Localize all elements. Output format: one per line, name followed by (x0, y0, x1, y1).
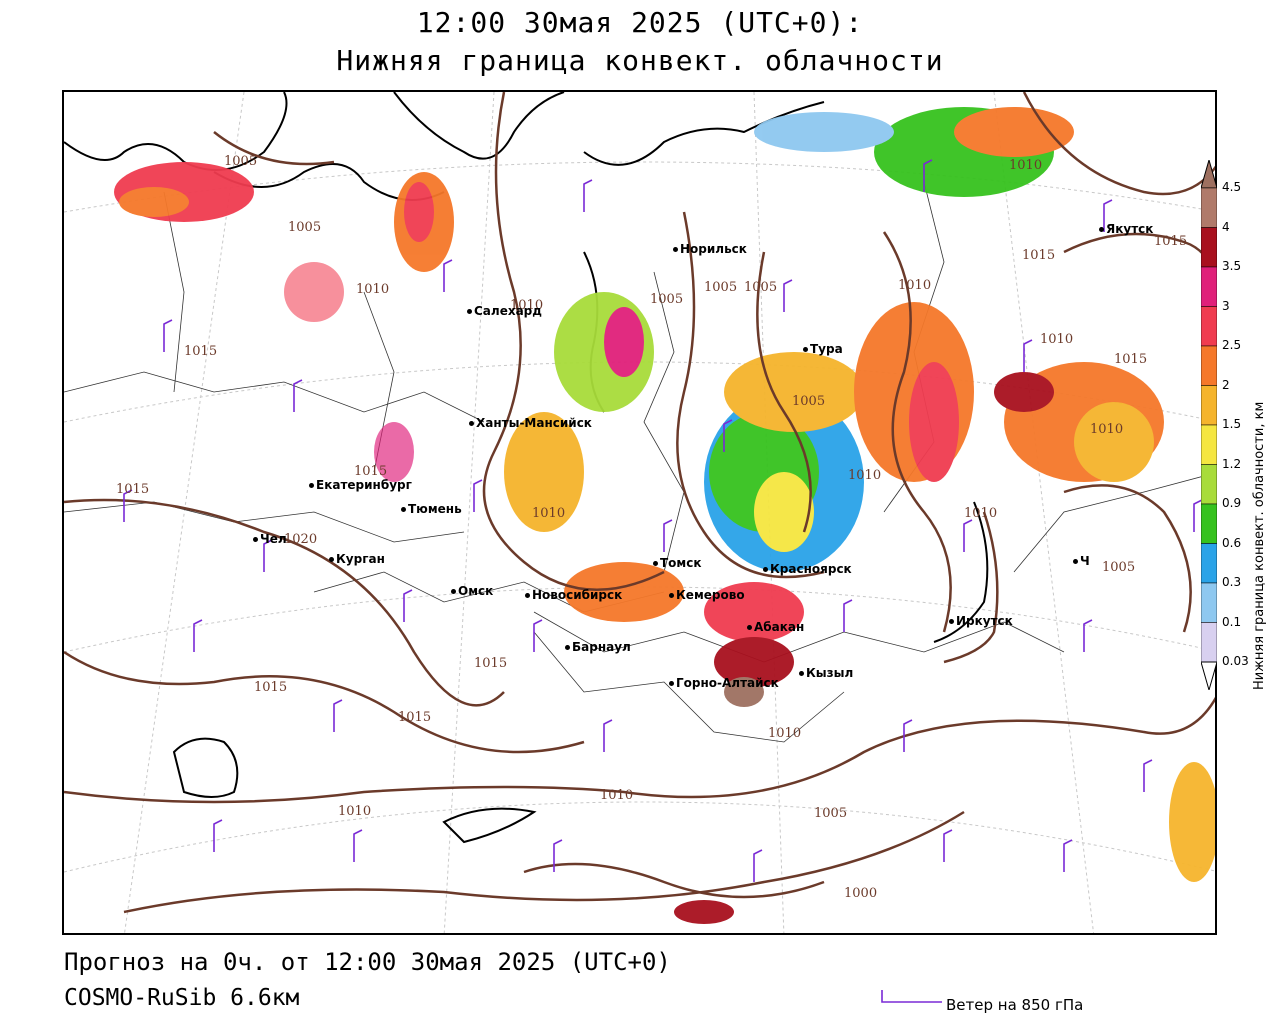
isobar-label: 1010 (600, 788, 634, 803)
city-label: Кемерово (669, 588, 745, 602)
isobar-label: 1015 (116, 482, 150, 497)
colorbar-title: Нижняя граница конвект. облачности, км (1252, 401, 1267, 690)
colorbar-segment (1201, 187, 1217, 228)
city-label: Тура (803, 342, 843, 356)
isobar-label: 1010 (964, 506, 998, 521)
colorbar-segment (1201, 266, 1217, 307)
isobar-label: 1005 (1102, 560, 1136, 575)
isobar-label: 1015 (354, 464, 388, 479)
isobar-label: 1005 (224, 154, 258, 169)
map-subtitle: Нижняя граница конвект. облачности (336, 44, 944, 77)
isobar-label: 1010 (1040, 332, 1074, 347)
forecast-info: Прогноз на 0ч. от 12:00 30мая 2025 (UTC+… (64, 948, 671, 976)
colorbar-segment (1201, 543, 1217, 584)
colorbar-segment (1201, 227, 1217, 268)
isobar-label: 1010 (510, 298, 544, 313)
isobar-label: 1010 (898, 278, 932, 293)
city-label: Ханты-Мансийск (469, 416, 592, 430)
colorbar-tick-label: 1.2 (1222, 456, 1242, 471)
colorbar-segment (1201, 385, 1217, 426)
isobar-label: 1005 (744, 280, 778, 295)
colorbar-tick-label: 1.5 (1222, 417, 1242, 431)
isobar-label: 1015 (474, 656, 508, 671)
isobar-label: 1010 (532, 506, 566, 521)
city-label: Екатеринбург (309, 478, 412, 492)
colorbar-segment (1201, 306, 1217, 347)
city-label: Горно-Алтайск (669, 676, 779, 690)
isobar-label: 1010 (356, 282, 390, 297)
city-label: Барнаул (565, 640, 631, 654)
isobar-label: 1015 (1114, 352, 1148, 367)
isobar-label: 1005 (814, 806, 848, 821)
map-title: 12:00 30мая 2025 (UTC+0): (416, 6, 864, 39)
isobar-label: 1005 (650, 292, 684, 307)
colorbar-tick-label: 2.5 (1222, 338, 1242, 352)
wind-barbs (123, 159, 1203, 882)
city-label: Омск (450, 584, 494, 598)
isobar-label: 1015 (1154, 234, 1188, 249)
city-label: Курган (329, 552, 385, 566)
city-label: Красноярск (763, 562, 852, 576)
isobar-label: 1010 (1090, 422, 1124, 437)
isobar-label: 1005 (792, 394, 826, 409)
wind-legend-barb (881, 990, 942, 1003)
city-label: Салехард (467, 304, 542, 318)
colorbar-tick-label: 4.5 (1222, 180, 1242, 194)
isobar-label: 1010 (848, 468, 882, 483)
city-label: Якутск (1098, 222, 1154, 236)
isobar-label: 1015 (254, 680, 288, 695)
model-name: COSMO-RuSib 6.6км (64, 985, 300, 1011)
colorbar-segment (1201, 424, 1217, 465)
colorbar-tick-label: 2 (1222, 377, 1230, 392)
city-label: Кызыл (798, 666, 854, 680)
city-label: Абакан (746, 620, 805, 634)
wind-legend-label: Ветер на 850 гПа (946, 996, 1084, 1014)
colorbar-tick-label: 3.5 (1222, 259, 1242, 273)
city-label: Норильск (673, 242, 747, 256)
city-label: Томск (653, 556, 702, 570)
colorbar-tick-label: 3 (1222, 298, 1230, 313)
colorbar-segment (1201, 503, 1217, 544)
isobar-label: 1005 (704, 280, 738, 295)
isobar-label: 1010 (338, 804, 372, 819)
isobar-label: 1015 (184, 344, 218, 359)
colorbar-tick-label: 0.3 (1222, 575, 1242, 589)
colorbar-segment (1201, 622, 1217, 663)
city-label: Ч (1073, 554, 1090, 568)
city-label: Новосибирск (524, 588, 623, 602)
cloud-patches (114, 107, 1215, 924)
map-graphics (64, 92, 1215, 933)
colorbar-segment (1201, 345, 1217, 386)
weather-map: 1005 1010 1005 1015 1010 1015 1015 1015 … (62, 90, 1217, 935)
city-label: Чел (253, 532, 287, 546)
colorbar-tick-label: 0.6 (1222, 535, 1242, 550)
isobar-label: 1015 (398, 710, 432, 725)
colorbar-bottom-arrow (1201, 661, 1217, 690)
isobar-lines (64, 92, 1215, 914)
isobar-label: 1010 (1009, 158, 1043, 173)
colorbar-tick-label: 0.03 (1222, 654, 1249, 668)
colorbar-top-arrow (1201, 160, 1217, 189)
colorbar-tick-label: 4 (1222, 219, 1230, 234)
colorbar (1201, 160, 1217, 690)
isobar-label: 1005 (288, 220, 322, 235)
colorbar-tick-label: 0.9 (1222, 496, 1242, 510)
colorbar-segment (1201, 464, 1217, 505)
city-label: Тюмень (401, 502, 462, 516)
isobar-label: 1010 (768, 726, 802, 741)
graticule (64, 92, 1215, 933)
colorbar-tick-label: 0.1 (1222, 614, 1242, 629)
isobar-label: 1000 (844, 886, 878, 901)
coastlines (64, 92, 989, 844)
isobar-label: 1015 (1022, 248, 1056, 263)
colorbar-segment (1201, 582, 1217, 623)
city-label: Иркутск (949, 614, 1013, 628)
isobar-label: 1020 (284, 532, 318, 547)
